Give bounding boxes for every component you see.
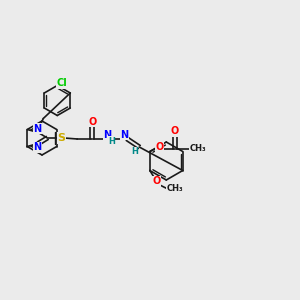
Text: O: O: [156, 142, 164, 152]
Text: O: O: [171, 127, 179, 136]
Text: Cl: Cl: [57, 79, 68, 88]
Text: N: N: [33, 124, 41, 134]
Text: H: H: [108, 136, 115, 146]
Text: CH₃: CH₃: [167, 184, 183, 193]
Text: CH₃: CH₃: [190, 144, 206, 153]
Text: O: O: [88, 117, 96, 127]
Text: N: N: [103, 130, 111, 140]
Text: N: N: [33, 142, 41, 152]
Text: H: H: [131, 148, 138, 157]
Text: N: N: [120, 130, 128, 140]
Text: O: O: [153, 176, 161, 187]
Text: S: S: [57, 133, 65, 143]
